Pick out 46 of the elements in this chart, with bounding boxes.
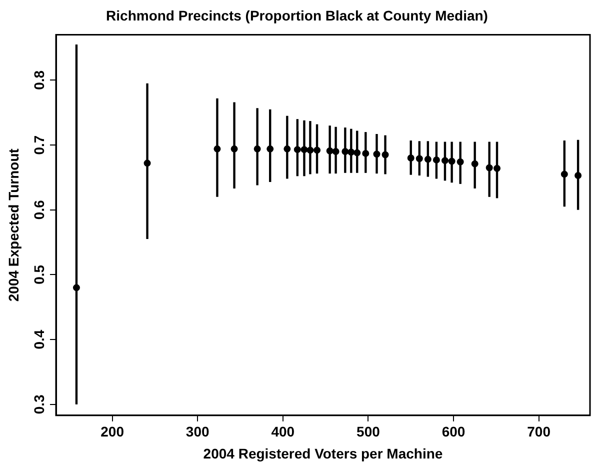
y-axis-title: 2004 Expected Turnout xyxy=(5,148,22,302)
y-tick-label: 0.8 xyxy=(30,70,47,90)
point xyxy=(424,156,432,163)
point xyxy=(486,164,493,172)
point xyxy=(407,154,414,162)
point xyxy=(560,170,568,178)
y-tick-label: 0.5 xyxy=(30,264,47,284)
y-tick-label: 0.3 xyxy=(30,394,47,414)
point xyxy=(254,145,261,152)
x-tick-label: 200 xyxy=(100,424,124,440)
x-tick-label: 300 xyxy=(186,424,210,440)
point xyxy=(348,148,355,156)
x-tick-label: 600 xyxy=(442,424,466,440)
point xyxy=(332,148,340,156)
point xyxy=(471,160,478,168)
point xyxy=(284,145,291,152)
point xyxy=(441,157,448,164)
point xyxy=(448,158,456,165)
point xyxy=(354,149,361,156)
point xyxy=(214,145,221,152)
point xyxy=(382,151,389,158)
y-tick-label: 0.4 xyxy=(30,330,47,350)
point xyxy=(72,284,80,292)
point xyxy=(373,150,380,158)
x-axis-title: 2004 Registered Voters per Machine xyxy=(203,445,443,462)
y-tick-label: 0.7 xyxy=(30,135,47,155)
x-tick-label: 700 xyxy=(527,424,551,440)
point xyxy=(342,148,349,156)
point xyxy=(574,172,582,179)
y-tick-label: 0.6 xyxy=(30,200,47,220)
point xyxy=(230,145,238,152)
point xyxy=(362,150,370,157)
point xyxy=(432,156,440,164)
point xyxy=(266,145,274,152)
point xyxy=(314,146,321,154)
point xyxy=(456,158,464,166)
chart-title: Richmond Precincts (Proportion Black at County Median) xyxy=(106,7,488,24)
x-tick-label: 500 xyxy=(356,424,380,440)
point xyxy=(494,164,501,172)
x-tick-label: 400 xyxy=(271,424,295,440)
point xyxy=(416,155,423,162)
point xyxy=(300,146,308,154)
point xyxy=(294,146,301,154)
point xyxy=(306,146,314,154)
point xyxy=(326,147,334,154)
point xyxy=(144,160,151,167)
